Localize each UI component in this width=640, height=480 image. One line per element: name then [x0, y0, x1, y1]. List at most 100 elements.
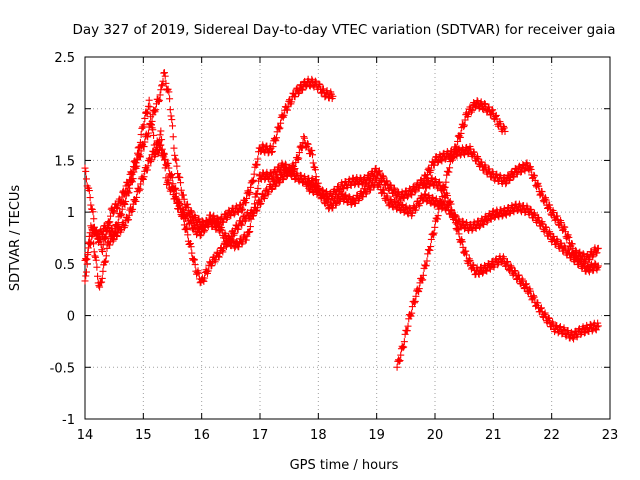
data-point: [219, 248, 227, 256]
data-point: [253, 207, 261, 215]
data-point: [315, 80, 323, 88]
data-point: [129, 175, 137, 183]
data-point: [268, 148, 276, 156]
data-point: [423, 198, 431, 206]
data-point: [325, 94, 333, 102]
data-point: [308, 146, 316, 154]
data-point: [113, 232, 121, 240]
data-point: [234, 225, 242, 233]
data-point: [85, 187, 93, 195]
data-point: [288, 98, 296, 106]
x-tick-label: 14: [77, 428, 94, 443]
data-point: [90, 240, 98, 248]
data-point: [309, 159, 317, 167]
data-point: [279, 174, 287, 182]
data-point: [252, 161, 260, 169]
data-point: [140, 173, 148, 181]
data-point: [174, 170, 182, 178]
data-point: [166, 95, 174, 103]
data-point: [149, 126, 157, 134]
data-point: [165, 88, 173, 96]
data-point: [249, 178, 257, 186]
data-point: [177, 186, 185, 194]
axes: 14 15 16 17 18 19 20 21 22 23 -1 -0.5 0 0.5 1 1.5 2 2.5: [50, 51, 619, 443]
data-point: [304, 140, 312, 148]
data-point: [165, 179, 173, 187]
data-point: [204, 267, 212, 275]
data-point: [156, 131, 164, 139]
data-point: [91, 252, 99, 260]
data-point: [215, 253, 223, 261]
data-point: [177, 179, 185, 187]
data-point: [308, 75, 316, 83]
data-point: [278, 159, 286, 167]
data-point: [147, 113, 155, 121]
y-tick-label: 0.5: [54, 258, 75, 273]
data-point: [129, 163, 137, 171]
data-point: [170, 144, 178, 152]
data-point: [286, 168, 294, 176]
data-point: [187, 207, 195, 215]
data-point: [325, 205, 333, 213]
data-point: [179, 191, 187, 199]
data-point: [143, 166, 151, 174]
data-point: [150, 107, 158, 115]
data-point: [180, 195, 188, 203]
data-point: [253, 160, 261, 168]
data-point: [121, 222, 129, 230]
data-point: [223, 215, 231, 223]
data-point: [412, 206, 420, 214]
data-point: [93, 230, 101, 238]
data-point: [168, 174, 176, 182]
data-point: [150, 131, 158, 139]
data-point: [264, 149, 272, 157]
data-point: [84, 249, 92, 257]
data-point: [243, 194, 251, 202]
data-point: [82, 175, 90, 183]
data-point: [183, 225, 191, 233]
data-point: [254, 184, 262, 192]
data-point: [231, 244, 239, 252]
data-point: [89, 231, 97, 239]
data-point: [106, 241, 114, 249]
data-point: [136, 143, 144, 151]
data-point: [89, 208, 97, 216]
data-point: [294, 89, 302, 97]
data-point: [101, 233, 109, 241]
data-point: [105, 219, 113, 227]
data-point: [168, 116, 176, 124]
data-point: [219, 218, 227, 226]
data-point: [125, 176, 133, 184]
data-point: [125, 216, 133, 224]
data-point: [96, 235, 104, 243]
data-point: [145, 96, 153, 104]
x-tick-label: 19: [368, 428, 385, 443]
data-point: [208, 262, 216, 270]
data-point: [81, 164, 89, 172]
data-point: [275, 179, 283, 187]
data-point: [132, 159, 140, 167]
y-axis-label: SDTVAR / TECUs: [8, 185, 23, 292]
data-point: [242, 236, 250, 244]
data-point: [176, 174, 184, 182]
data-point: [113, 203, 121, 211]
x-tick-label: 17: [252, 428, 269, 443]
data-point: [275, 125, 283, 133]
data-point: [280, 111, 288, 119]
data-point: [398, 201, 406, 209]
data-point: [227, 236, 235, 244]
data-point: [218, 226, 226, 234]
data-point: [243, 210, 251, 218]
data-point: [283, 106, 291, 114]
y-tick-label: 2.5: [54, 51, 75, 66]
data-point: [86, 239, 94, 247]
data-point: [109, 209, 117, 217]
data-point: [184, 212, 192, 220]
data-point: [147, 156, 155, 164]
data-point: [245, 228, 253, 236]
data-point: [94, 272, 102, 280]
data-point: [176, 205, 184, 213]
data-point: [160, 156, 168, 164]
data-point: [331, 200, 339, 208]
